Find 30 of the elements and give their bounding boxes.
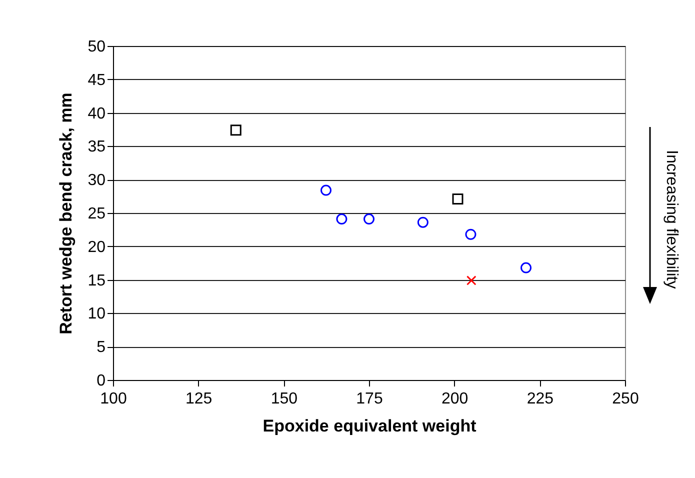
y-tick-label: 15 [88, 272, 106, 290]
point [465, 228, 476, 240]
y-tick-label: 45 [88, 72, 106, 89]
y-tick-label: 50 [88, 38, 106, 56]
point [336, 214, 348, 224]
point [417, 216, 428, 228]
x-tick-label: 125 [185, 390, 212, 408]
point [452, 193, 464, 204]
x-tick-label: 250 [612, 390, 639, 408]
point [364, 214, 374, 224]
y-tick-label: 40 [88, 105, 106, 122]
point [520, 262, 532, 274]
y-tick-label: 30 [88, 172, 106, 190]
y-axis-title: Retort wedge bend crack, mm [56, 92, 76, 334]
y-tick-label: 20 [88, 238, 106, 256]
y-tick-label: 0 [96, 372, 106, 390]
y-tick-label: 25 [88, 206, 106, 222]
point [466, 276, 476, 286]
y-tick-label: 10 [88, 306, 106, 323]
y-tick-label: 35 [88, 138, 106, 156]
x-tick-label: 175 [356, 390, 383, 408]
x-tick-label: 225 [526, 390, 554, 408]
point [230, 124, 242, 136]
x-tick-label: 150 [270, 390, 298, 408]
y-tick-label: 5 [96, 339, 106, 356]
text: Increasing flexibility [662, 150, 680, 289]
x-tick-label: 200 [441, 390, 468, 408]
point [320, 184, 332, 196]
x-tick-label: 100 [100, 390, 127, 408]
x-axis-title: Epoxide equivalent weight [262, 416, 477, 436]
